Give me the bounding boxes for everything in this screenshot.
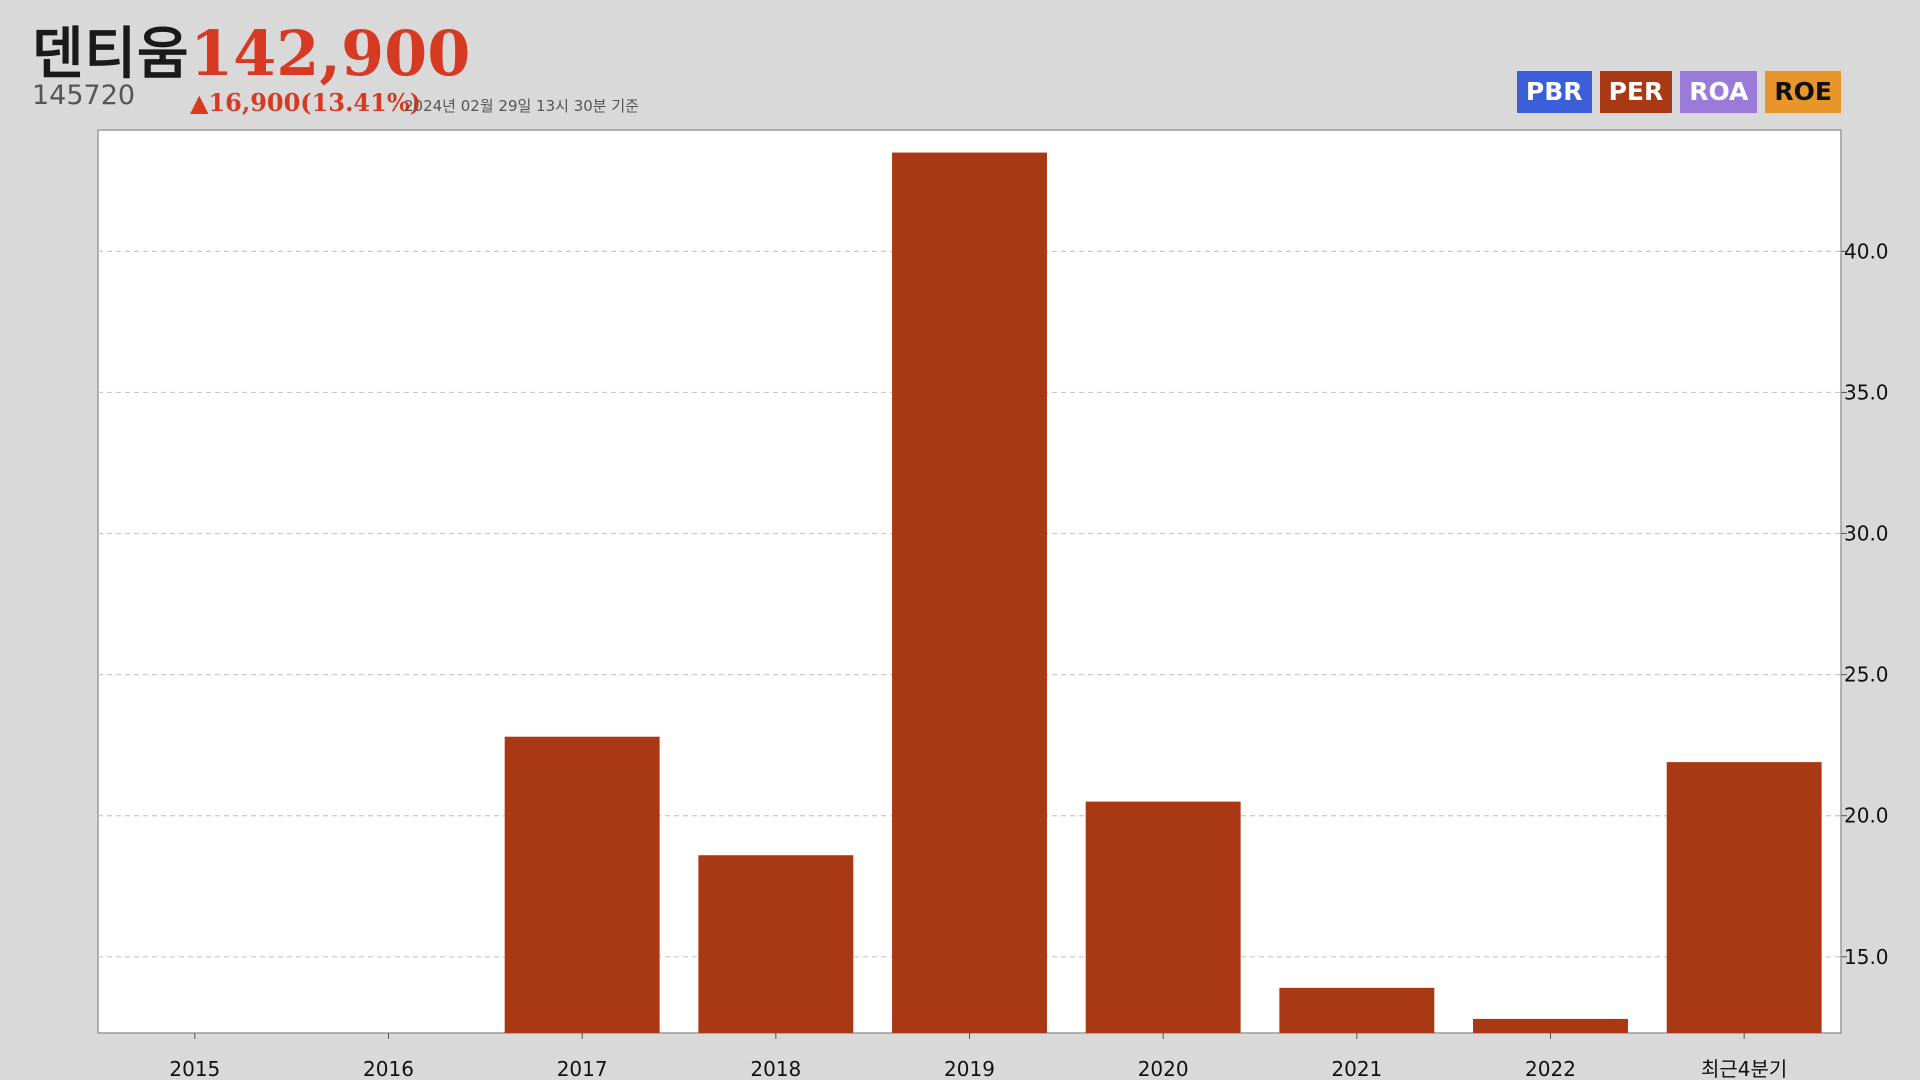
grid-lines xyxy=(98,250,1841,958)
y-tick-label: 35.0 xyxy=(1844,380,1889,404)
stock-price: 142,900 xyxy=(190,17,471,90)
x-tick-label: 최근4분기 xyxy=(1701,1057,1787,1080)
x-tick-label: 2022 xyxy=(1525,1057,1576,1080)
x-tick-label: 2015 xyxy=(169,1057,220,1080)
x-tick-label: 2021 xyxy=(1331,1057,1382,1080)
x-tick-label: 2017 xyxy=(557,1057,608,1080)
price-change: ▲16,900(13.41%) xyxy=(190,88,421,117)
stock-name: 덴티움 xyxy=(32,22,190,87)
legend-roa-button[interactable]: ROA xyxy=(1680,71,1758,113)
bar-최근4분기[interactable] xyxy=(1666,762,1822,1033)
legend-roe-button[interactable]: ROE xyxy=(1765,71,1841,113)
bar-2019[interactable] xyxy=(892,152,1047,1033)
as-of-timestamp: 2024년 02월 29일 13시 30분 기준 xyxy=(404,97,639,115)
x-axis-ticks: 2015 2016 2017 2018 2019 2020 2021 2022 최근4분기 xyxy=(169,1033,1787,1080)
y-tick-label: 20.0 xyxy=(1844,804,1889,828)
x-tick-label: 2018 xyxy=(750,1057,801,1080)
y-tick-label: 40.0 xyxy=(1844,239,1889,263)
y-axis-ticks: 15.0 20.0 25.0 30.0 35.0 40.0 xyxy=(1841,239,1889,969)
bar-2022[interactable] xyxy=(1473,1018,1628,1033)
x-tick-label: 2019 xyxy=(944,1057,995,1080)
bars xyxy=(504,152,1822,1033)
bar-2018[interactable] xyxy=(698,855,854,1033)
x-tick-label: 2016 xyxy=(363,1057,414,1080)
y-tick-label: 25.0 xyxy=(1844,663,1889,687)
y-tick-label: 30.0 xyxy=(1844,522,1889,546)
legend-per-button[interactable]: PER xyxy=(1599,71,1673,113)
y-tick-label: 15.0 xyxy=(1844,945,1889,969)
metric-legend: PBR PER ROA ROE xyxy=(1516,71,1841,113)
bar-2021[interactable] xyxy=(1279,987,1435,1033)
bar-2020[interactable] xyxy=(1085,801,1241,1033)
bar-2017[interactable] xyxy=(504,736,660,1033)
legend-pbr-button[interactable]: PBR xyxy=(1516,71,1592,113)
x-tick-label: 2020 xyxy=(1138,1057,1189,1080)
stock-code: 145720 xyxy=(32,80,136,111)
